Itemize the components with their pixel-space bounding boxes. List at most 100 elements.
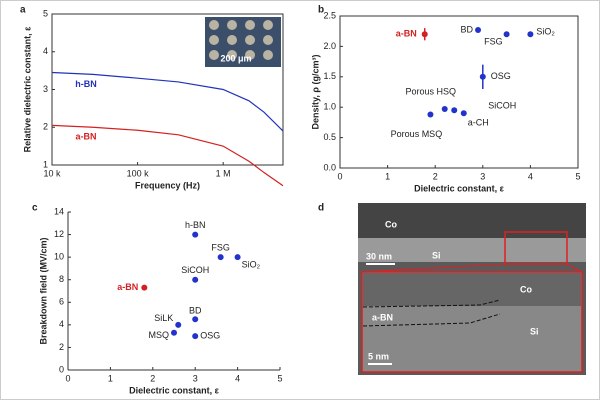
point-label: h-BN xyxy=(185,220,206,230)
point-label: FSG xyxy=(484,37,503,47)
point xyxy=(427,111,434,118)
point xyxy=(479,73,486,80)
zoom-co xyxy=(363,273,581,306)
point xyxy=(192,276,199,283)
x-tick-label: 0 xyxy=(65,373,70,383)
y-tick-label: 10 xyxy=(54,252,64,262)
inset-dot xyxy=(245,35,255,45)
y-axis-label: Relative dielectric constant, ε xyxy=(22,26,32,153)
point-label: OSG xyxy=(200,331,220,341)
y-tick-label: 4 xyxy=(59,319,64,329)
point-label: SiLK xyxy=(154,313,173,323)
zoom-line xyxy=(361,263,506,273)
point-label: BD xyxy=(189,306,202,316)
y-tick-label: 4 xyxy=(43,46,48,56)
y-tick-label: 8 xyxy=(59,274,64,284)
inset-dot xyxy=(209,35,219,45)
interface xyxy=(362,313,501,327)
point xyxy=(475,26,482,33)
point-label: SiO₂ xyxy=(536,27,555,37)
label: Si xyxy=(432,250,441,260)
y-tick-label: 2 xyxy=(43,122,48,132)
zoom-box xyxy=(504,231,568,265)
point-label: OSG xyxy=(491,71,511,81)
point xyxy=(217,254,224,261)
x-tick-label: 3 xyxy=(480,171,485,181)
x-tick-label: 10 k xyxy=(43,168,61,178)
x-axis-label: Frequency (Hz) xyxy=(135,180,200,190)
point-label: SiCOH xyxy=(488,101,516,111)
x-tick-label: 1 M xyxy=(216,168,231,178)
x-tick-label: 4 xyxy=(528,171,533,181)
scale-label: 30 nm xyxy=(366,251,392,261)
point-label: FSG xyxy=(211,243,230,253)
x-tick-label: 3 xyxy=(193,373,198,383)
si-layer xyxy=(358,238,586,262)
point-label: SiCOH xyxy=(181,265,209,275)
point xyxy=(171,329,177,336)
line xyxy=(51,71,284,132)
tem-panel: d Co 30 nm Si Co a-BN Si 5 nm xyxy=(318,203,586,375)
x-tick-label: 5 xyxy=(575,171,580,181)
y-tick-label: 6 xyxy=(59,297,64,307)
point-label: a-BN xyxy=(396,29,417,39)
y-tick-label: 2.5 xyxy=(323,10,336,20)
inset-dot xyxy=(263,35,273,45)
x-tick-label: 2 xyxy=(433,171,438,181)
panel-label: a xyxy=(20,5,26,16)
series-label: h-BN xyxy=(75,79,97,89)
interface xyxy=(362,299,501,308)
y-tick-label: 5 xyxy=(43,8,48,18)
inset-dot xyxy=(263,20,273,30)
point-label: Porous HSQ xyxy=(405,86,456,96)
point xyxy=(421,31,428,38)
inset-dot xyxy=(227,20,237,30)
inset-dot xyxy=(209,20,219,30)
x-tick-label: 1 xyxy=(385,171,390,181)
y-tick-label: 1.0 xyxy=(323,102,336,112)
x-tick-label: 2 xyxy=(150,373,155,383)
y-tick-label: 0.0 xyxy=(323,162,336,172)
y-tick-label: 0 xyxy=(59,364,64,374)
y-axis-label: Breakdown field (MV/cm) xyxy=(38,237,48,344)
point-label: BD xyxy=(461,24,474,34)
inset-dot xyxy=(209,50,219,60)
point xyxy=(460,110,467,117)
y-tick-label: 2 xyxy=(59,342,64,352)
point xyxy=(192,231,199,238)
point xyxy=(451,107,458,114)
point xyxy=(527,31,534,38)
scale-label: 5 nm xyxy=(368,351,389,361)
x-tick-label: 100 k xyxy=(127,168,150,178)
zoom-line xyxy=(566,263,583,273)
plot-frame xyxy=(339,15,579,169)
point xyxy=(141,284,148,291)
label: Co xyxy=(520,284,532,294)
y-tick-label: 14 xyxy=(54,206,64,216)
y-tick-label: 3 xyxy=(43,84,48,94)
point xyxy=(192,316,199,323)
x-axis-label: Dielectric constant, ε xyxy=(414,183,505,193)
series-label: a-BN xyxy=(75,132,96,142)
inset-dot xyxy=(263,50,273,60)
point-label: a-BN xyxy=(117,282,138,292)
inset-dot xyxy=(245,20,255,30)
inset-scale: 200 μm xyxy=(220,53,251,63)
point xyxy=(234,254,241,261)
y-axis-label: Density, ρ (g/cm³) xyxy=(310,55,320,130)
x-tick-label: 1 xyxy=(108,373,113,383)
inset-dot xyxy=(227,50,237,60)
panel-label: b xyxy=(318,5,324,16)
point-label: Porous MSQ xyxy=(391,129,443,139)
point-label: MSQ xyxy=(148,330,169,340)
point xyxy=(441,106,448,113)
y-tick-label: 0.5 xyxy=(323,132,336,142)
inset-dot xyxy=(227,35,237,45)
y-tick-label: 1 xyxy=(43,159,48,169)
panel-label: c xyxy=(32,203,38,214)
label: Si xyxy=(530,326,539,336)
point xyxy=(192,333,199,340)
point-label: SiO₂ xyxy=(242,260,261,270)
x-tick-label: 0 xyxy=(337,171,342,181)
